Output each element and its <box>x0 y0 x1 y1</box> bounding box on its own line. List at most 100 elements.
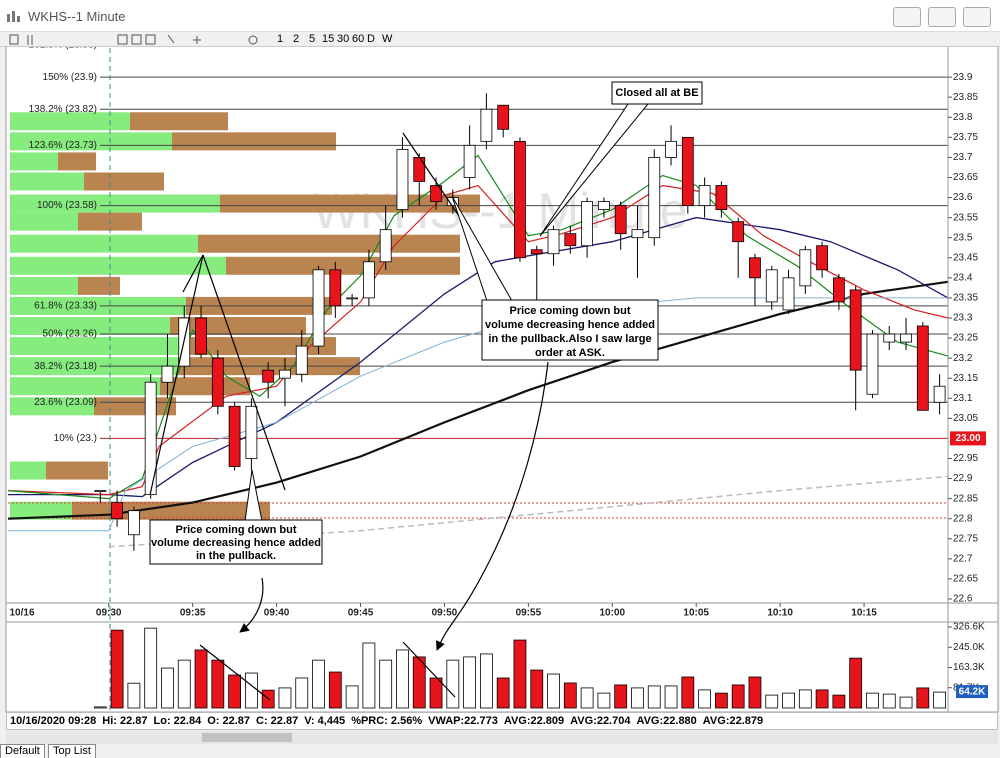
volume-bar <box>832 694 846 709</box>
volume-bar <box>513 639 527 709</box>
volume-bar <box>194 649 208 709</box>
volume-bar <box>412 656 426 709</box>
toolbar: 1 2 5 15 30 60 D W <box>0 32 1000 47</box>
y-tick-label: 23.5 <box>953 232 973 243</box>
profile-sell <box>198 234 460 253</box>
status-field: Lo: 22.84 <box>153 715 202 727</box>
volume-bar <box>429 677 443 709</box>
trend-line <box>402 641 456 698</box>
indicator-line <box>108 475 949 548</box>
interval-button[interactable]: 30 <box>337 33 350 45</box>
x-tick-label: 09:45 <box>348 608 374 619</box>
volume-bar <box>916 687 930 709</box>
volume-bar <box>698 689 712 709</box>
maximize-button[interactable] <box>928 7 956 27</box>
title-bar: WKHS--1 Minute <box>0 0 1000 32</box>
volume-bar <box>580 687 594 709</box>
interval-button[interactable]: 1 <box>277 33 284 45</box>
annotation-text: order at ASK. <box>535 347 605 359</box>
candle-body <box>631 229 644 239</box>
callout-arrow <box>436 361 549 651</box>
candle-body <box>161 365 174 383</box>
indicator-line <box>7 280 949 520</box>
interval-button[interactable]: 2 <box>293 33 300 45</box>
candle-body <box>480 108 493 142</box>
y-tick-label: 163.3K <box>953 662 985 673</box>
y-tick-label: 23.25 <box>953 333 978 344</box>
y-tick-label: 22.95 <box>953 453 978 464</box>
volume-bar <box>177 659 191 709</box>
fib-label: 38.2% (23.18) <box>34 361 97 372</box>
profile-sell <box>226 256 460 275</box>
profile-sell <box>172 132 336 151</box>
y-tick-label: 326.6K <box>953 622 985 633</box>
volume-bar <box>530 669 544 709</box>
status-field: AVG:22.880 <box>636 715 697 727</box>
x-tick-label: 09:35 <box>180 608 206 619</box>
x-tick-label: 09:55 <box>516 608 542 619</box>
status-field: 10/16/2020 09:28 <box>10 715 97 727</box>
volume-bar <box>547 673 560 709</box>
trend-line <box>202 254 286 491</box>
y-tick-label: 23.85 <box>953 92 978 103</box>
volume-bar <box>631 687 644 709</box>
annotation-text: volume decreasing hence added <box>151 537 321 549</box>
volume-bar <box>798 689 812 709</box>
tab[interactable]: Default <box>0 744 45 758</box>
trend-line <box>199 644 271 701</box>
interval-button[interactable]: D <box>367 33 375 45</box>
y-tick-label: 23.3 <box>953 313 973 324</box>
candle-body <box>665 140 677 158</box>
candle-body <box>883 333 896 343</box>
close-button[interactable] <box>963 7 991 27</box>
candle-body <box>346 297 359 300</box>
scrollbar[interactable] <box>6 731 998 744</box>
candle-body <box>782 277 795 311</box>
indicator-line <box>8 216 949 498</box>
candle-body <box>933 385 946 403</box>
volume-bar <box>396 649 409 709</box>
tab[interactable]: Top List <box>48 744 96 758</box>
scroll-thumb[interactable] <box>202 733 292 742</box>
candle-body <box>312 269 325 347</box>
interval-button[interactable]: 15 <box>322 33 335 45</box>
candle-body <box>144 381 157 496</box>
under-layer: 161.8% (23.98)150% (23.9)138.2% (23.82)1… <box>10 40 948 520</box>
annotation-text: in the pullback.Also I saw large <box>488 333 651 345</box>
profile-buy <box>10 377 160 396</box>
price-marker <box>950 431 986 446</box>
y-tick-label: 23.15 <box>953 373 978 384</box>
profile-buy <box>10 317 170 336</box>
status-field: O: 22.87 <box>207 715 250 727</box>
candle-body <box>564 233 577 247</box>
x-tick-label: 09:40 <box>264 608 290 619</box>
candle-body <box>245 405 258 459</box>
interval-button[interactable]: 60 <box>352 33 365 45</box>
candle-body <box>816 245 829 271</box>
interval-button[interactable]: 5 <box>309 33 316 45</box>
status-field: %PRC: 2.56% <box>351 715 423 727</box>
profile-sell <box>160 377 250 396</box>
trend-lines <box>149 132 549 701</box>
y-tick-label: 23.1 <box>953 393 973 404</box>
volume-bar <box>345 685 359 709</box>
minimize-button[interactable] <box>893 7 921 27</box>
y-tick-label: 23.45 <box>953 252 978 263</box>
profile-buy <box>10 357 178 376</box>
status-field: AVG:22.809 <box>503 715 565 727</box>
candle-body <box>698 185 711 206</box>
volume-bar <box>127 682 141 709</box>
candle-body <box>916 325 929 411</box>
y-tick-label: 23.55 <box>953 212 978 223</box>
callout-box <box>611 81 703 105</box>
fib-label: 61.8% (23.33) <box>34 301 97 312</box>
volume-bar <box>362 642 376 709</box>
volume-bar <box>463 656 477 709</box>
toolbar-icons <box>9 34 258 45</box>
candle-body <box>715 185 728 210</box>
annotation: Closed all at BE <box>539 81 703 237</box>
candle-body <box>430 185 442 202</box>
x-tick-label: 10:05 <box>683 608 709 619</box>
interval-button[interactable]: W <box>382 33 393 45</box>
